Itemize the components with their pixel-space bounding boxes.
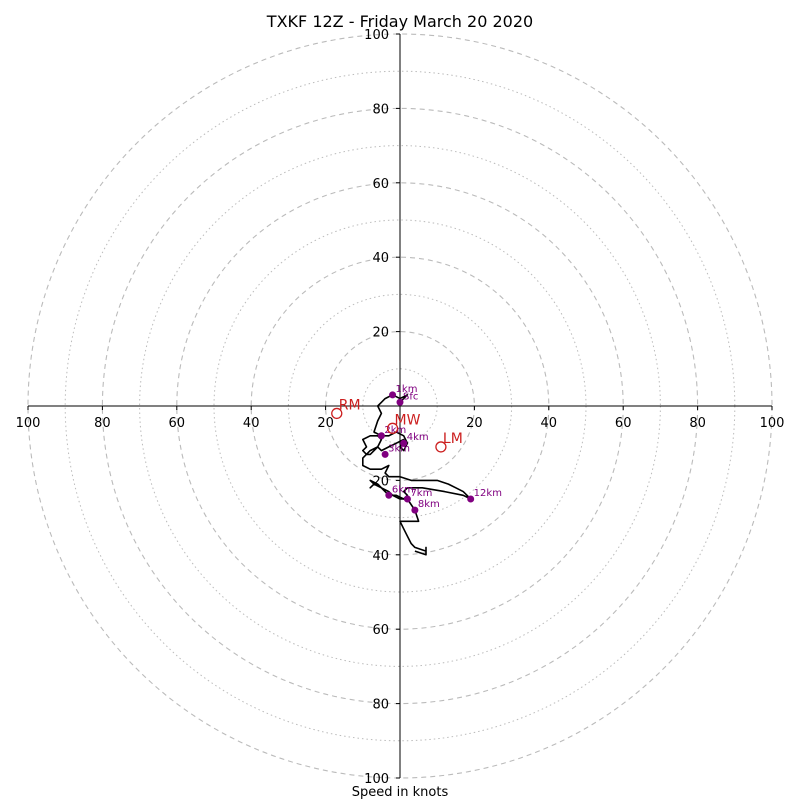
height-label: 12km: [474, 488, 502, 499]
y-tick-label: 40: [372, 251, 389, 266]
storm-motion-marker: [435, 441, 447, 453]
x-tick-label: 40: [243, 416, 260, 431]
x-tick-label: 100: [760, 416, 785, 431]
x-tick-label: 60: [615, 416, 632, 431]
x-tick-label: 20: [466, 416, 483, 431]
storm-motion-marker: [386, 422, 399, 434]
x-tick-label: 80: [94, 416, 111, 431]
axes: [28, 34, 772, 778]
height-marker: [385, 491, 393, 499]
x-tick-label: 80: [689, 416, 706, 431]
x-tick-label: 100: [16, 416, 41, 431]
axis-ticks: 100 80 60 40 20 20 40 60 80 100100806040202040608…: [16, 28, 785, 787]
y-tick-label: 100: [364, 772, 389, 787]
height-marker: [467, 495, 475, 503]
y-tick-label: 20: [372, 326, 389, 341]
height-marker: [377, 432, 385, 440]
storm-motion-markers: RM LM MW: [331, 397, 463, 453]
height-label: 8km: [418, 499, 440, 510]
y-tick-label: 100: [364, 28, 389, 43]
height-label: Sfc: [403, 391, 418, 402]
height-marker: [411, 506, 419, 514]
chart-title: TXKF 12Z - Friday March 20 2020: [266, 12, 533, 31]
height-label: 6km: [392, 484, 414, 495]
y-tick-label: 80: [372, 102, 389, 117]
y-tick-label: 80: [372, 698, 389, 713]
height-label: 1km: [396, 384, 418, 395]
height-marker: [403, 495, 411, 503]
y-tick-label: 40: [372, 549, 389, 564]
storm-motion-marker: [331, 407, 343, 420]
y-tick-label: 60: [372, 623, 389, 638]
height-label: 4km: [407, 432, 429, 443]
height-marker: [381, 450, 389, 458]
x-tick-label: 40: [541, 416, 558, 431]
height-label: 2km: [384, 425, 406, 436]
height-label: 3km: [388, 443, 410, 454]
storm-motion-label: RM: [339, 397, 361, 413]
height-marker: [396, 398, 404, 406]
storm-motion-label: LM: [443, 431, 463, 447]
height-marker: [389, 391, 397, 399]
x-axis-label: Speed in knots: [352, 785, 449, 800]
y-tick-label: 60: [372, 177, 389, 192]
storm-motion-label: MW: [395, 412, 421, 428]
height-label: 7km: [410, 488, 432, 499]
x-tick-label: 60: [169, 416, 186, 431]
x-tick-label: 20: [317, 416, 334, 431]
height-marker: [400, 439, 408, 447]
